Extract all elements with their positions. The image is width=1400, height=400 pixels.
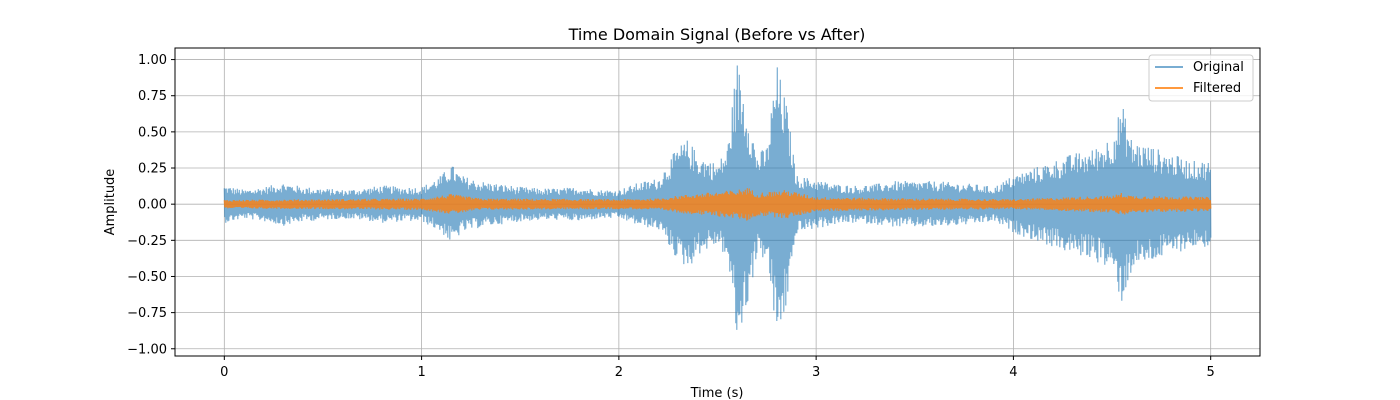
y-tick-label: 1.00 [138,53,167,68]
y-tick-label: 0.25 [138,162,167,177]
y-tick-label: −0.50 [127,270,167,285]
y-tick-label: −1.00 [127,342,167,357]
x-tick-label: 1 [417,365,425,380]
x-axis-ticks: 0 1 2 3 4 5 [220,356,1215,380]
x-tick-label: 4 [1009,365,1017,380]
plot-frame [174,47,1261,357]
legend-label-filtered: Filtered [1193,81,1241,96]
x-axis-label: Time (s) [690,386,744,400]
series-layer [223,65,1212,330]
legend: Original Filtered [1148,54,1254,102]
x-tick-label: 3 [812,365,820,380]
y-axis-label: Amplitude [103,169,118,236]
series-filtered-waveform [223,188,1212,221]
x-tick-label: 2 [615,365,623,380]
y-tick-label: −0.75 [127,306,167,321]
legend-label-original: Original [1193,60,1244,75]
y-tick-label: −0.25 [127,234,167,249]
y-tick-label: 0.00 [138,198,167,213]
x-tick-label: 0 [220,365,228,380]
x-tick-label: 5 [1207,365,1215,380]
chart-title: Time Domain Signal (Before vs After) [568,25,866,44]
y-tick-label: 0.50 [138,125,167,140]
y-axis-ticks: −1.00 −0.75 −0.50 −0.25 0.00 0.25 0.50 0.75 1.00 [127,53,175,357]
y-tick-label: 0.75 [138,89,167,104]
